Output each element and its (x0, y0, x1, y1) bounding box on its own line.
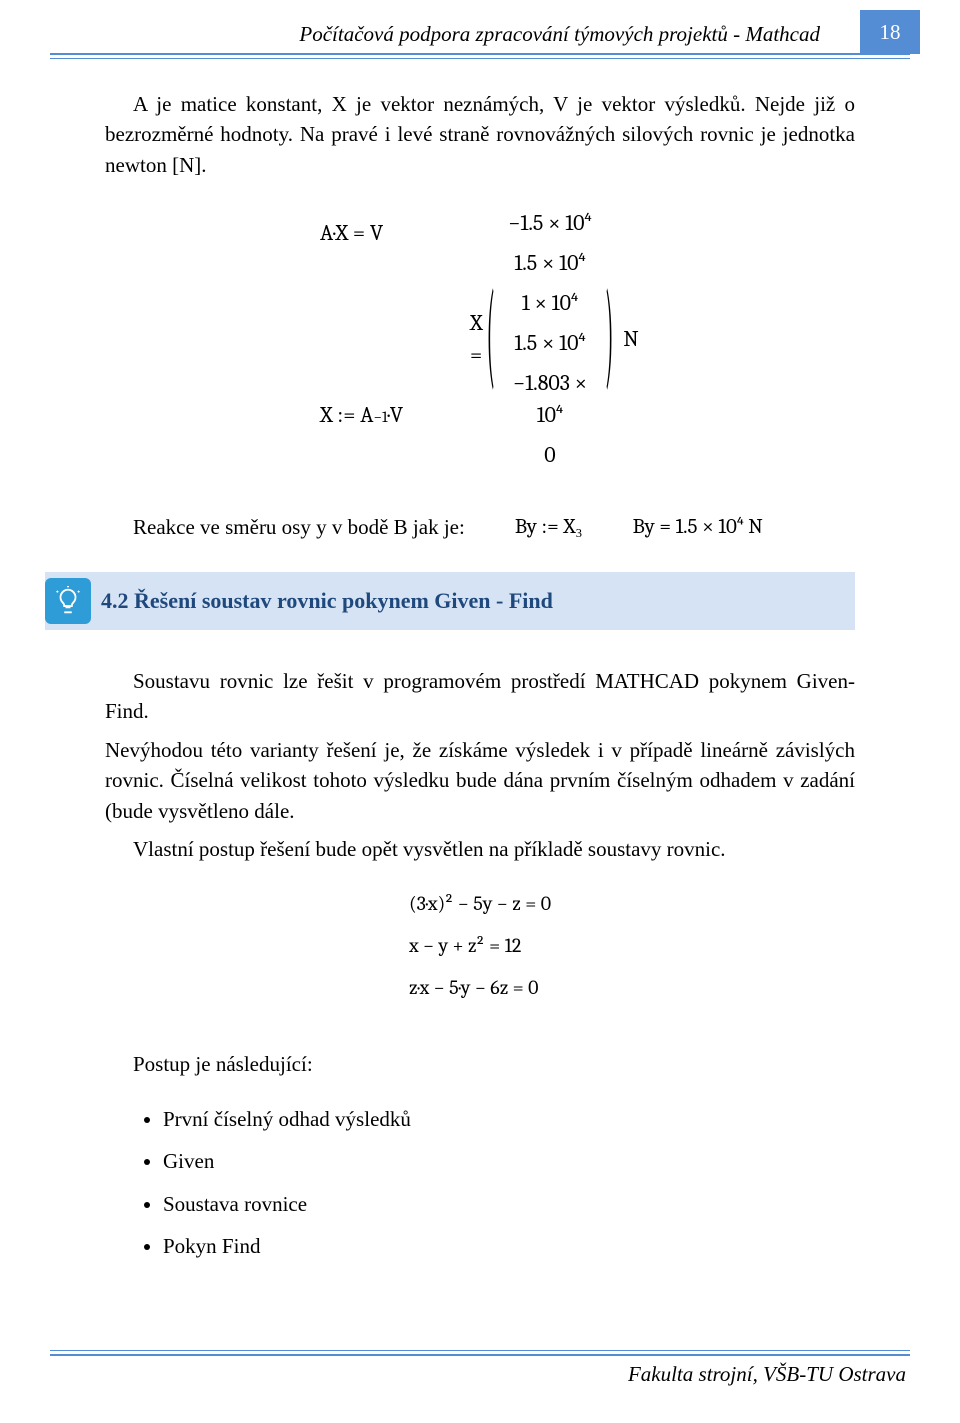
eq-x-def: X := A−1·V (320, 400, 440, 432)
vec-el-2: 1 × 10⁴ (505, 288, 595, 320)
eq-ax-v: A·X = V (320, 208, 440, 250)
header-rule-thick (50, 53, 910, 55)
equation-2: x − y + z² = 12 (409, 925, 551, 967)
step-item-1: Given (163, 1142, 855, 1184)
section-heading-text: 4.2 Řešení soustav rovnic pokynem Given … (101, 585, 553, 617)
equation-1: (3·x)² − 5y − z = 0 (409, 883, 551, 925)
header-title: Počítačová podpora zpracování týmových p… (50, 22, 910, 47)
matrix-column: −1.5 × 10⁴ 1.5 × 10⁴ 1 × 10⁴ 1.5 × 10⁴ −… (499, 208, 601, 471)
vec-el-0: −1.5 × 10⁴ (505, 208, 595, 240)
section-heading-bar: 4.2 Řešení soustav rovnic pokynem Given … (45, 572, 855, 630)
eq-x-def-lhs: X := A (320, 400, 373, 432)
section-body: Soustavu rovnic lze řešit v programovém … (105, 666, 855, 865)
step-item-2: Soustava rovnice (163, 1185, 855, 1227)
figure-equations: (3·x)² − 5y − z = 0 x − y + z² = 12 z·x … (105, 883, 855, 1009)
vec-el-3: 1.5 × 10⁴ (505, 328, 595, 360)
vec-el-1: 1.5 × 10⁴ (505, 248, 595, 280)
figure-matrix-solution: A·X = V X := A−1·V X = ( −1.5 × 10⁴ 1.5 … (105, 208, 855, 471)
page-header: Počítačová podpora zpracování týmových p… (0, 0, 960, 59)
reaction-row: Reakce ve směru osy y v bodě B jak je: B… (105, 512, 855, 542)
body-p2: Nevýhodou této varianty řešení je, že zí… (105, 735, 855, 826)
matrix-unit: N (623, 324, 638, 356)
body-p1: Soustavu rovnic lze řešit v programovém … (105, 666, 855, 727)
reaction-by-def: By := X₃ (515, 512, 583, 542)
matrix-lhs-label: X = (470, 308, 483, 372)
header-rule-thin (50, 58, 910, 59)
footer-rule-thin (50, 1350, 910, 1351)
reaction-label: Reakce ve směru osy y v bodě B jak je: (105, 512, 465, 542)
intro-paragraph: A je matice konstant, X je vektor neznám… (105, 89, 855, 180)
body-p3: Vlastní postup řešení bude opět vysvětle… (105, 834, 855, 864)
page-number: 18 (860, 10, 920, 54)
step-item-3: Pokyn Find (163, 1227, 855, 1269)
lightbulb-icon (45, 578, 91, 624)
page-footer: Fakulta strojní, VŠB-TU Ostrava (0, 1350, 960, 1387)
footer-text: Fakulta strojní, VŠB-TU Ostrava (50, 1356, 910, 1387)
vec-el-5: 0 (505, 440, 595, 472)
vec-el-4: −1.803 × 10⁴ (505, 368, 595, 432)
steps-list: První číselný odhad výsledků Given Soust… (105, 1100, 855, 1270)
eq-x-def-suffix: ·V (388, 400, 404, 432)
reaction-by-val: By = 1.5 × 10⁴ N (633, 512, 763, 542)
steps-title: Postup je následující: (105, 1049, 855, 1079)
equation-3: z·x − 5·y − 6z = 0 (409, 967, 551, 1009)
step-item-0: První číselný odhad výsledků (163, 1100, 855, 1142)
matrix-display: X = ( −1.5 × 10⁴ 1.5 × 10⁴ 1 × 10⁴ 1.5 ×… (470, 208, 610, 471)
